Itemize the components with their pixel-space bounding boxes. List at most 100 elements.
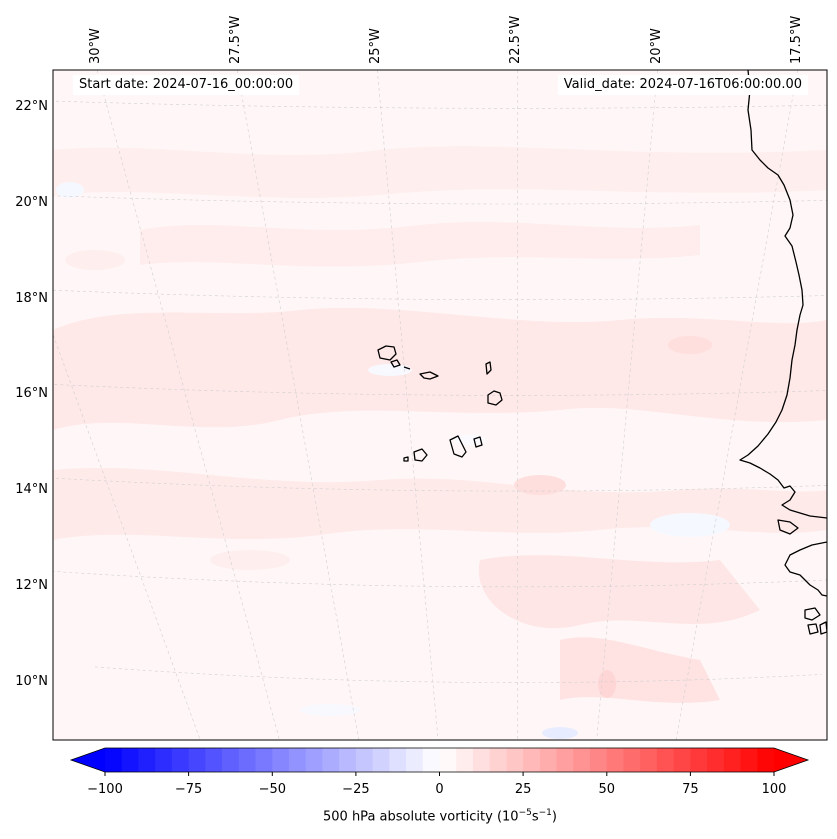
island-sao-vicente bbox=[390, 359, 401, 368]
colorbar-tick-label: 75 bbox=[682, 782, 699, 797]
coastline bbox=[377, 70, 827, 635]
colorbar-segment bbox=[121, 748, 139, 772]
colorbar-segment bbox=[573, 748, 591, 772]
colorbar-segment bbox=[690, 748, 708, 772]
parallel-line bbox=[53, 384, 827, 396]
coastline-inlet bbox=[777, 519, 799, 535]
island-brava bbox=[403, 456, 409, 462]
colorbar-segment bbox=[757, 748, 775, 772]
meridian-line bbox=[53, 333, 201, 740]
colorbar-tick-label: −75 bbox=[174, 782, 203, 797]
latitude-label: 12°N bbox=[15, 577, 48, 593]
map-frame bbox=[52, 69, 828, 741]
colorbar-segment bbox=[723, 748, 741, 772]
colorbar-segment bbox=[640, 748, 658, 772]
colorbar-title-prefix: 500 hPa absolute vorticity (10 bbox=[323, 809, 519, 825]
colorbar-title: 500 hPa absolute vorticity (10−5s−1) bbox=[0, 808, 837, 824]
colorbar-segment bbox=[138, 748, 156, 772]
colorbar-segment bbox=[255, 748, 273, 772]
island-sal bbox=[485, 361, 492, 375]
meridian-line bbox=[596, 70, 658, 740]
latitude-label: 16°N bbox=[15, 386, 48, 402]
colorbar-segment bbox=[489, 748, 507, 772]
colorbar-segment bbox=[606, 748, 624, 772]
colorbar-segment bbox=[105, 748, 123, 772]
colorbar-tick-label: 0 bbox=[435, 782, 444, 797]
island-sao-nicolau bbox=[419, 371, 439, 380]
colorbar-tick-label: −100 bbox=[87, 782, 123, 797]
island-santiago bbox=[449, 435, 467, 458]
colorbar-segment bbox=[556, 748, 574, 772]
coastline-bissagos bbox=[804, 607, 821, 621]
colorbar-segment bbox=[188, 748, 206, 772]
colorbar-segment bbox=[506, 748, 524, 772]
colorbar-segment bbox=[707, 748, 725, 772]
colorbar-segment bbox=[740, 748, 758, 772]
longitude-label: 27.5°W bbox=[228, 15, 244, 64]
colorbar-extend-high bbox=[774, 748, 808, 772]
colorbar-title-exponent-1: −5 bbox=[518, 808, 532, 818]
longitude-label: 17.5°W bbox=[788, 15, 804, 64]
colorbar-segment bbox=[272, 748, 290, 772]
coastline-guinea-bissau bbox=[784, 541, 827, 597]
colorbar-segment bbox=[472, 748, 491, 772]
colorbar-segment bbox=[406, 748, 424, 772]
vorticity-field bbox=[53, 146, 827, 739]
colorbar-segment bbox=[439, 748, 457, 772]
longitude-label: 20°W bbox=[648, 28, 664, 64]
longitude-label: 30°W bbox=[88, 28, 104, 64]
colorbar-title-exponent-2: −1 bbox=[538, 808, 552, 818]
colorbar-segment bbox=[355, 748, 374, 772]
island-santa-luzia bbox=[403, 366, 411, 370]
latitude-label: 14°N bbox=[15, 482, 48, 498]
colorbar-segment bbox=[523, 748, 541, 772]
colorbar-segment bbox=[539, 748, 557, 772]
island-santo-antao bbox=[377, 345, 397, 361]
colorbar-segment bbox=[305, 748, 323, 772]
colorbar-segment bbox=[222, 748, 240, 772]
parallel-line bbox=[53, 100, 827, 109]
coastline-bissagos-3 bbox=[819, 621, 827, 635]
longitude-label: 22.5°W bbox=[508, 15, 524, 64]
colorbar-segment bbox=[339, 748, 357, 772]
parallel-line bbox=[94, 666, 822, 683]
colorbar-title-mid: s bbox=[531, 809, 539, 825]
colorbar-title-suffix: ) bbox=[551, 809, 557, 825]
colorbar-segment bbox=[155, 748, 173, 772]
coastline-bissagos-2 bbox=[807, 623, 819, 635]
colorbar-tick-label: −25 bbox=[342, 782, 370, 797]
meridian-line bbox=[96, 70, 280, 740]
colorbar-segment bbox=[590, 748, 608, 772]
colorbar-segment bbox=[673, 748, 691, 772]
parallel-line bbox=[53, 571, 827, 588]
colorbar-tick-label: 25 bbox=[514, 782, 532, 797]
latitude-label: 20°N bbox=[15, 195, 48, 210]
colorbar-segment bbox=[623, 748, 641, 772]
colorbar-segment bbox=[422, 748, 440, 772]
colorbar-extend-low bbox=[71, 748, 105, 772]
colorbar-segment bbox=[288, 748, 307, 772]
coastline-africa bbox=[739, 70, 827, 519]
colorbar-segment bbox=[322, 748, 340, 772]
colorbar-segment bbox=[171, 748, 190, 772]
island-fogo bbox=[413, 448, 428, 462]
colorbar-tick-label: 100 bbox=[761, 782, 787, 797]
colorbar bbox=[69, 747, 810, 776]
longitude-label: 25°W bbox=[368, 28, 384, 64]
colorbar-segment bbox=[456, 748, 474, 772]
island-boa-vista bbox=[487, 390, 503, 406]
colorbar-segment bbox=[238, 748, 256, 772]
colorbar-tick-label: 50 bbox=[598, 782, 616, 797]
island-maio bbox=[473, 436, 483, 448]
colorbar-segment bbox=[389, 748, 407, 772]
colorbar-tick-label: −50 bbox=[258, 782, 287, 797]
graticule bbox=[53, 70, 827, 740]
latitude-label: 22°N bbox=[15, 99, 48, 115]
colorbar-segment bbox=[656, 748, 675, 772]
valid-date-label: Valid_date: 2024-07-16T06:00:00.00 bbox=[557, 75, 808, 95]
meridian-line bbox=[377, 70, 439, 740]
latitude-label: 18°N bbox=[15, 290, 48, 306]
start-date-label: Start date: 2024-07-16_00:00:00 bbox=[73, 75, 300, 95]
parallel-line bbox=[53, 477, 827, 492]
